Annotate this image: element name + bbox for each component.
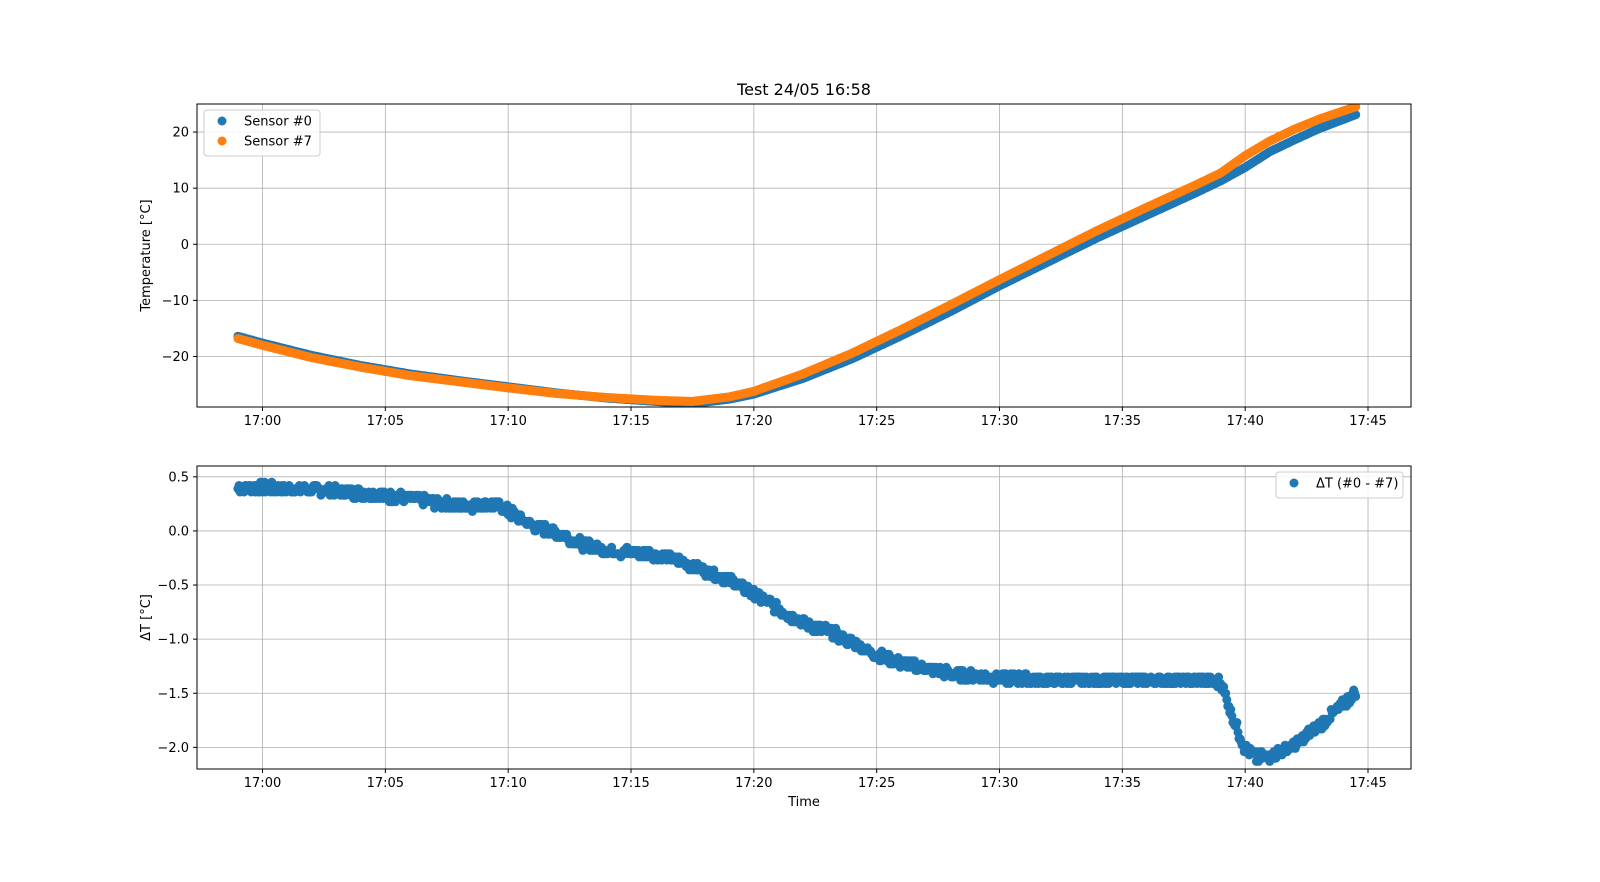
chart-title: Test 24/05 16:58: [736, 80, 871, 99]
legend-box: [1275, 471, 1404, 499]
y-tick-label: −1.0: [157, 633, 189, 648]
y-tick-label: 0: [181, 238, 189, 253]
x-axis-label: Time: [787, 795, 820, 810]
x-tick-label: 17:40: [1226, 776, 1263, 791]
y-tick-label: −1.5: [157, 687, 189, 702]
legend-label: ΔT (#0 - #7): [1316, 477, 1398, 492]
legend-marker: [217, 136, 227, 146]
y-tick-label: −0.5: [157, 579, 189, 594]
data-point: [1232, 718, 1242, 727]
x-tick-label: 17:10: [489, 414, 526, 429]
data-point: [1351, 110, 1361, 120]
series-0: [233, 477, 1361, 766]
data-point: [578, 545, 588, 555]
legend-marker: [1289, 478, 1299, 488]
y-tick-label: 10: [172, 182, 189, 197]
legend-marker: [217, 116, 227, 126]
y-tick-label: 0.0: [168, 524, 189, 539]
x-tick-label: 17:35: [1104, 776, 1141, 791]
data-points: [233, 477, 1361, 766]
chart-delta-t: 17:00 17:05 17:10 17:15 17:20 17:25 17:30 17:35…: [139, 465, 1412, 810]
axes-frame: [196, 465, 1412, 770]
x-tick-label: 17:25: [858, 776, 895, 791]
legend: ΔT (#0 - #7): [1275, 471, 1404, 499]
data-point: [1351, 692, 1361, 701]
x-tick-label: 17:05: [367, 776, 404, 791]
x-tick-label: 17:45: [1349, 776, 1386, 791]
x-tick-label: 17:20: [735, 414, 772, 429]
gridlines: [197, 466, 1411, 769]
x-tick-label: 17:10: [489, 776, 526, 791]
x-tick-label: 17:15: [612, 414, 649, 429]
x-tick-label: 17:35: [1104, 414, 1141, 429]
y-tick-label: −2.0: [157, 741, 189, 756]
y-axis-label: Temperature [°C]: [139, 199, 154, 312]
x-tick-label: 17:30: [981, 776, 1018, 791]
legend: Sensor #0 Sensor #7: [203, 109, 321, 157]
y-tick-label: 20: [172, 126, 189, 141]
y-axis-label: ΔT [°C]: [139, 594, 154, 641]
data-point: [1351, 104, 1361, 112]
x-tick-label: 17:45: [1349, 414, 1386, 429]
x-tick-label: 17:05: [367, 414, 404, 429]
legend-box: [203, 109, 321, 157]
x-tick-label: 17:25: [858, 414, 895, 429]
x-tick-label: 17:15: [612, 776, 649, 791]
gridlines: [197, 104, 1411, 407]
x-tick-label: 17:20: [735, 776, 772, 791]
y-tick-label: −20: [162, 350, 189, 365]
axes-frame: [196, 103, 1412, 408]
legend-label: Sensor #0: [244, 115, 312, 130]
y-tick-label: −10: [162, 294, 189, 309]
chart-temperature: 17:00 17:05 17:10 17:15 17:20 17:25 17:30 17:35…: [139, 80, 1412, 429]
data-points: [233, 104, 1361, 407]
x-tick-label: 17:30: [981, 414, 1018, 429]
y-tick-label: 0.5: [168, 470, 189, 485]
series-0: [233, 110, 1361, 407]
x-tick-label: 17:00: [244, 776, 281, 791]
x-tick-label: 17:40: [1226, 414, 1263, 429]
series-1: [233, 104, 1361, 406]
legend-label: Sensor #7: [244, 135, 312, 150]
x-tick-label: 17:00: [244, 414, 281, 429]
